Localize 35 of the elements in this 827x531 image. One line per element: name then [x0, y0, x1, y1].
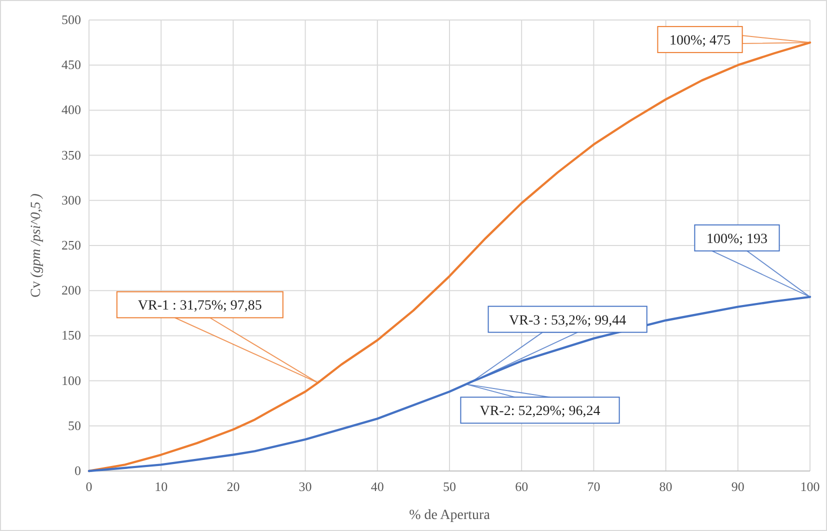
callout: VR-3 : 53,2%; 99,44: [472, 306, 648, 382]
y-tick-label: 300: [62, 192, 81, 208]
y-axis-title: Cv (gpm /psi^0,5 ): [29, 193, 44, 298]
annotation: VR-2: 52,29%; 96,24: [480, 404, 600, 420]
x-tick-label: 100: [800, 479, 820, 494]
callout: VR-2: 52,29%; 96,24: [460, 384, 620, 424]
y-tick-label: 200: [62, 282, 81, 298]
x-tick-label: 50: [443, 479, 456, 494]
callout: VR-1 : 31,75%; 97,85: [116, 291, 318, 384]
x-tick-label: 70: [587, 479, 600, 494]
y-tick-label: 350: [62, 147, 81, 162]
y-tick-label: 400: [62, 102, 81, 118]
x-tick-label: 10: [154, 479, 168, 494]
y-tick-label: 250: [62, 238, 81, 252]
annotation: 100%; 475: [669, 34, 731, 49]
annotation: 100%; 193: [706, 232, 768, 247]
callout: 100%; 193: [694, 224, 810, 298]
x-tick-label: 20: [226, 479, 240, 494]
x-axis-title: % de Apertura: [409, 508, 491, 523]
y-tick-label: 150: [62, 328, 81, 343]
x-tick-label: 30: [298, 479, 312, 494]
x-tick-label: 40: [370, 479, 384, 494]
annotation: VR-3 : 53,2%; 99,44: [509, 313, 626, 328]
x-tick-label: 60: [515, 479, 528, 494]
y-tick-label: 100: [62, 372, 81, 388]
annotation: VR-1 : 31,75%; 97,85: [138, 298, 262, 314]
x-tick-label: 90: [731, 479, 744, 494]
y-tick-label: 450: [62, 57, 81, 72]
y-tick-label: 0: [74, 463, 81, 478]
callout: 100%; 475: [657, 26, 810, 54]
x-tick-label: 0: [86, 479, 92, 494]
y-tick-label: 50: [68, 418, 81, 433]
x-tick-label: 80: [659, 479, 672, 494]
y-tick-label: 500: [62, 12, 81, 27]
line-series: [88, 296, 812, 472]
